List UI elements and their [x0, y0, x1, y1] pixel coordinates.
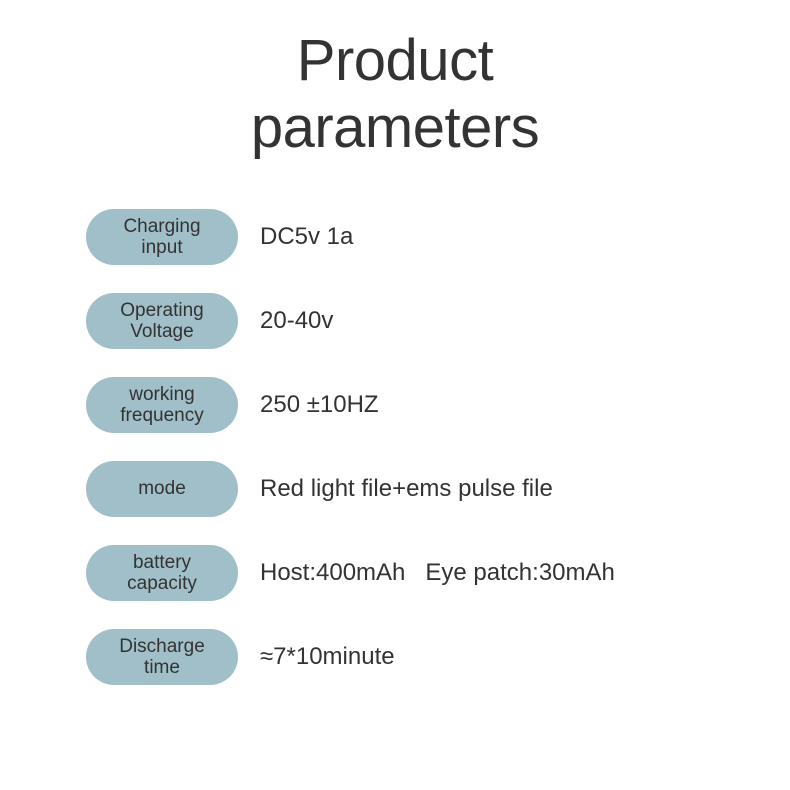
page-title: Product parameters [0, 28, 790, 161]
param-row-battery-capacity: battery capacity Host:400mAh Eye patch:3… [86, 545, 790, 601]
param-row-operating-voltage: Operating Voltage 20-40v [86, 293, 790, 349]
param-row-charging-input: Charging input DC5v 1a [86, 209, 790, 265]
title-line-2: parameters [251, 95, 539, 160]
param-label-line2: input [141, 237, 182, 258]
param-pill: Discharge time [86, 629, 238, 685]
param-pill: battery capacity [86, 545, 238, 601]
param-value: Red light file+ems pulse file [260, 477, 553, 501]
param-label-line1: Operating [120, 300, 203, 321]
param-value: Host:400mAh Eye patch:30mAh [260, 561, 615, 585]
infographic-container: Product parameters Charging input DC5v 1… [0, 0, 790, 790]
param-label-line2: frequency [120, 405, 203, 426]
param-row-mode: mode Red light file+ems pulse file [86, 461, 790, 517]
param-label-line1: Charging [123, 216, 200, 237]
param-row-working-frequency: working frequency 250 ±10HZ [86, 377, 790, 433]
param-label-line2: time [144, 657, 180, 678]
param-label-line2: capacity [127, 573, 197, 594]
param-pill: mode [86, 461, 238, 517]
param-value: ≈7*10minute [260, 645, 395, 669]
param-value: 250 ±10HZ [260, 393, 379, 417]
parameters-list: Charging input DC5v 1a Operating Voltage… [0, 209, 790, 685]
param-label-line1: battery [133, 552, 191, 573]
param-pill: working frequency [86, 377, 238, 433]
title-line-1: Product [297, 28, 493, 93]
param-pill: Charging input [86, 209, 238, 265]
param-label-line1: working [129, 384, 194, 405]
param-row-discharge-time: Discharge time ≈7*10minute [86, 629, 790, 685]
param-value: DC5v 1a [260, 225, 353, 249]
param-pill: Operating Voltage [86, 293, 238, 349]
param-label-line1: Discharge [119, 636, 205, 657]
param-label-line2: Voltage [130, 321, 193, 342]
param-value: 20-40v [260, 309, 333, 333]
param-label-line1: mode [138, 478, 186, 500]
